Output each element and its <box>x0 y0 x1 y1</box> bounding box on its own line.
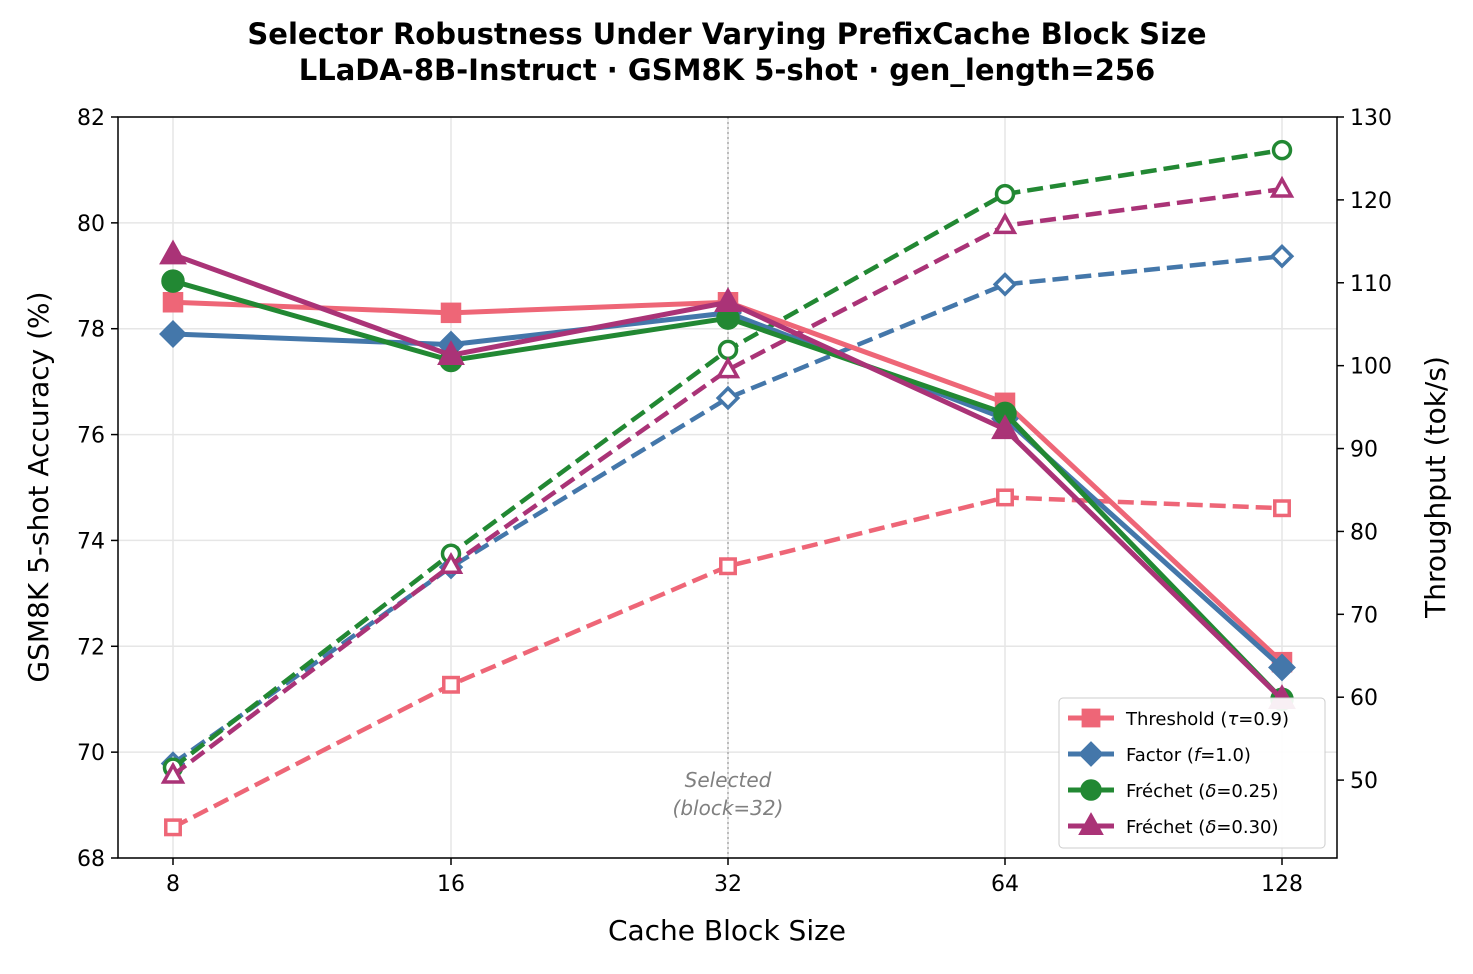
throughput-point-factor-f-1-0-32 <box>715 385 741 411</box>
y-left-tick-label-80: 80 <box>77 212 105 237</box>
throughput-point-fr-chet-0-25-32 <box>717 339 739 361</box>
annotation-layer: Selected (block=32) <box>673 117 784 858</box>
x-tick-label-8: 8 <box>166 872 180 897</box>
legend-label-factor-f-1-0: Factor (f=1.0) <box>1126 745 1251 766</box>
throughput-point-threshold-0-9-8 <box>164 818 182 837</box>
legend-marker-factor-f-1-0 <box>1078 741 1104 767</box>
legend-label-fr-chet-0-30: Fréchet (δ=0.30) <box>1126 817 1279 838</box>
x-tick-label-128: 128 <box>1261 872 1303 897</box>
legend: Threshold (τ=0.9) Factor (f=1.0) Fréchet (… <box>1058 697 1326 849</box>
legend-marker-fr-chet-0-25 <box>1080 779 1102 801</box>
y-axis-right-label: Throughput (tok/s) <box>1419 356 1452 619</box>
throughput-point-threshold-0-9-64 <box>996 488 1014 507</box>
y-left-tick-label-78: 78 <box>77 318 105 343</box>
y-left-tick-label-72: 72 <box>77 635 105 660</box>
throughput-point-factor-f-1-0-128 <box>1269 243 1295 269</box>
throughput-point-fr-chet-0-25-64 <box>994 183 1016 205</box>
annotation-selected-line1: Selected <box>685 768 772 792</box>
y-right-tick-label-130: 130 <box>1350 106 1392 131</box>
accuracy-point-fr-chet-0-30-8 <box>159 239 187 265</box>
throughput-point-threshold-0-9-16 <box>442 675 460 694</box>
legend-marker-threshold-0-9 <box>1081 708 1101 728</box>
x-tick-label-32: 32 <box>714 872 742 897</box>
y-right-tick-label-60: 60 <box>1350 686 1378 711</box>
y-right-tick-label-120: 120 <box>1350 189 1392 214</box>
x-axis-label: Cache Block Size <box>608 914 846 947</box>
throughput-point-fr-chet-0-30-32 <box>715 356 741 379</box>
y-right-tick-label-70: 70 <box>1350 603 1378 628</box>
y-right-tick-label-50: 50 <box>1350 769 1378 794</box>
x-tick-label-16: 16 <box>437 872 465 897</box>
accuracy-point-fr-chet-0-30-32 <box>714 287 742 313</box>
throughput-point-fr-chet-0-30-128 <box>1269 175 1295 198</box>
y-axis-right-ticks: 50 60 70 80 90 100 110 120 130 <box>1337 106 1392 794</box>
y-left-tick-label-70: 70 <box>77 741 105 766</box>
y-right-tick-label-100: 100 <box>1350 355 1392 380</box>
y-axis-left-label: GSM8K 5-shot Accuracy (%) <box>22 291 55 682</box>
y-right-tick-label-110: 110 <box>1350 272 1392 297</box>
y-left-tick-label-74: 74 <box>77 529 105 554</box>
throughput-point-threshold-0-9-32 <box>719 557 737 576</box>
accuracy-point-threshold-0-9-8 <box>162 292 184 313</box>
y-right-tick-label-80: 80 <box>1350 520 1378 545</box>
throughput-point-fr-chet-0-30-8 <box>160 761 186 784</box>
throughput-point-fr-chet-0-25-128 <box>1271 139 1293 161</box>
y-left-tick-label-82: 82 <box>77 106 105 131</box>
accuracy-point-fr-chet-0-30-64 <box>991 414 1019 440</box>
y-right-tick-label-90: 90 <box>1350 438 1378 463</box>
throughput-point-fr-chet-0-30-64 <box>992 212 1018 235</box>
throughput-point-factor-f-1-0-64 <box>992 272 1018 297</box>
y-axis-left-ticks: 68 70 72 74 76 78 80 82 <box>77 106 118 872</box>
legend-label-fr-chet-0-25: Fréchet (δ=0.25) <box>1126 781 1279 802</box>
throughput-point-threshold-0-9-128 <box>1273 499 1291 518</box>
legend-label-threshold-0-9: Threshold (τ=0.9) <box>1125 709 1289 730</box>
throughput-line-fr-chet-0-30 <box>171 186 1283 777</box>
accuracy-point-fr-chet-0-25-8 <box>161 269 185 293</box>
chart-subtitle: LLaDA-8B-Instruct · GSM8K 5-shot · gen_l… <box>299 53 1156 87</box>
accuracy-point-factor-f-1-0-128 <box>1268 653 1296 682</box>
y-left-tick-label-76: 76 <box>77 424 105 449</box>
accuracy-point-factor-f-1-0-8 <box>159 320 187 348</box>
accuracy-point-fr-chet-0-30-16 <box>437 340 465 365</box>
x-axis-ticks: 8 16 32 64 128 <box>166 858 1303 897</box>
accuracy-series-layer <box>159 239 1296 711</box>
chart-title: Selector Robustness Under Varying Prefix… <box>247 17 1206 51</box>
throughput-point-fr-chet-0-30-16 <box>438 552 464 575</box>
y-left-tick-label-68: 68 <box>77 847 105 872</box>
x-tick-label-64: 64 <box>991 872 1019 897</box>
legend-box <box>1058 697 1326 849</box>
annotation-selected-line2: (block=32) <box>673 796 784 820</box>
accuracy-point-threshold-0-9-16 <box>440 302 462 324</box>
legend-marker-fr-chet-0-30 <box>1078 812 1104 835</box>
